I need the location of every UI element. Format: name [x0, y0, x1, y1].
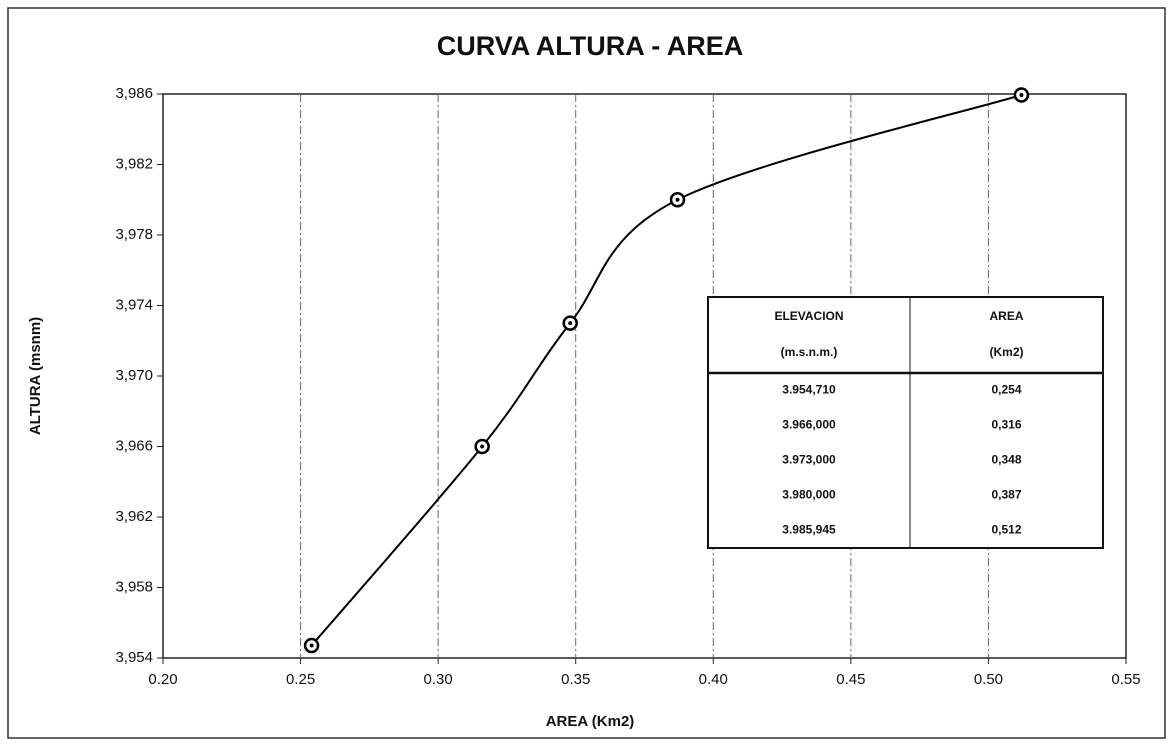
- table-cell: 0,387: [991, 488, 1021, 502]
- marker-dot: [480, 444, 485, 449]
- table-cell: 3.973,000: [782, 453, 836, 467]
- y-tick-label: 3,966: [115, 437, 153, 454]
- marker-dot: [675, 197, 680, 202]
- chart-frame: [7, 7, 1166, 739]
- y-tick-label: 3,974: [115, 296, 153, 313]
- x-tick-label: 0.20: [148, 671, 177, 688]
- y-axis-label: ALTURA (msnm): [27, 317, 44, 435]
- table-header: (m.s.n.m.): [781, 345, 838, 359]
- table-header: AREA: [989, 309, 1023, 323]
- x-tick-label: 0.50: [974, 671, 1003, 688]
- y-tick-label: 3,962: [115, 508, 153, 525]
- x-tick-label: 0.30: [424, 671, 453, 688]
- table-cell: 0,316: [991, 418, 1021, 432]
- y-tick-label: 3,954: [115, 649, 153, 666]
- table-cell: 3.966,000: [782, 418, 836, 432]
- y-tick-label: 3,982: [115, 155, 153, 172]
- y-tick-label: 3,958: [115, 578, 153, 595]
- table-cell: 3.980,000: [782, 488, 836, 502]
- chart-title: CURVA ALTURA - AREA: [437, 31, 743, 61]
- y-tick-label: 3,978: [115, 226, 153, 243]
- line: [310, 94, 1022, 647]
- marker-dot: [1019, 92, 1024, 97]
- table-cell: 0,254: [991, 383, 1021, 397]
- y-tick-label: 3,986: [115, 85, 153, 102]
- x-tick-label: 0.25: [286, 671, 315, 688]
- marker-dot: [568, 321, 573, 326]
- table-cell: 3.985,945: [782, 523, 836, 537]
- table-cell: 0,512: [991, 523, 1021, 537]
- table-cell: 3.954,710: [782, 383, 836, 397]
- x-tick-label: 0.40: [699, 671, 728, 688]
- x-axis-label: AREA (Km2): [546, 713, 635, 730]
- x-tick-label: 0.45: [836, 671, 865, 688]
- table-header: ELEVACION: [774, 309, 843, 323]
- marker-dot: [309, 643, 314, 648]
- x-tick-label: 0.55: [1111, 671, 1140, 688]
- table-header: (Km2): [989, 345, 1023, 359]
- table-box: [707, 296, 1104, 549]
- table-cell: 0,348: [991, 453, 1021, 467]
- x-tick-label: 0.35: [561, 671, 590, 688]
- y-tick-label: 3,970: [115, 367, 153, 384]
